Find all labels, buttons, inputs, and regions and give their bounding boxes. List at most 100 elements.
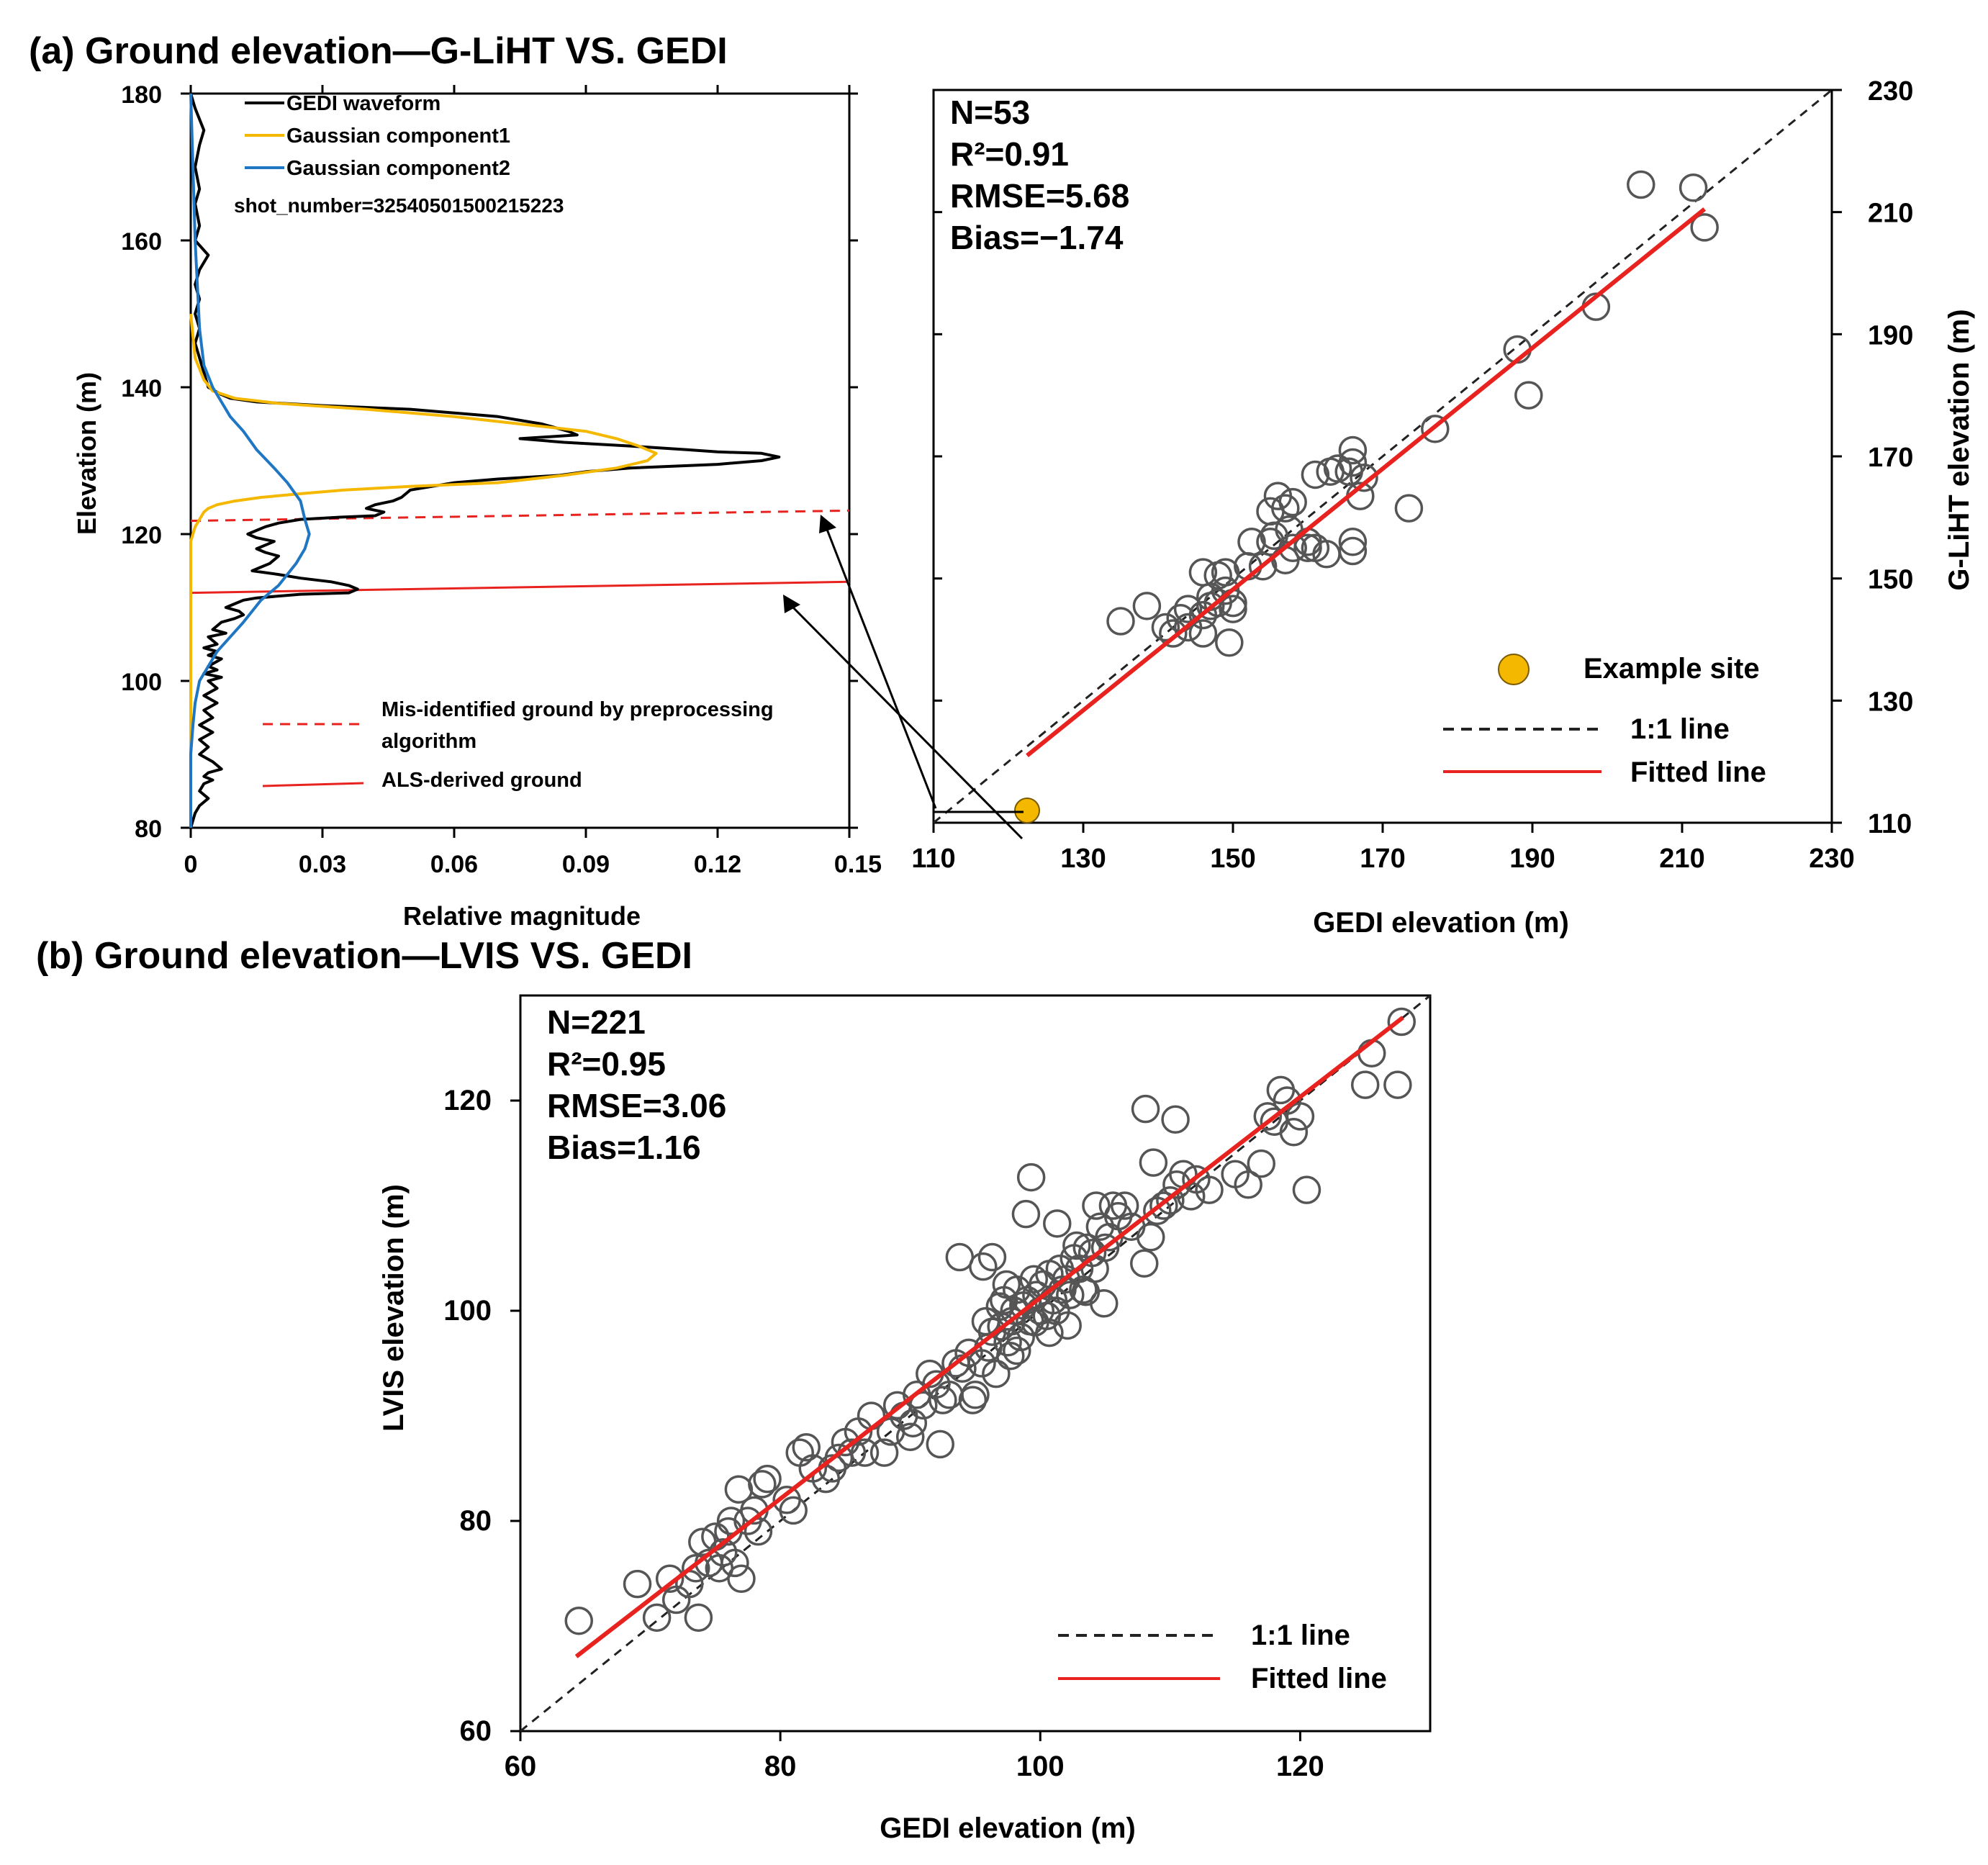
lvis-plot-frame [519, 994, 1432, 1733]
arrow-to-als-ground [787, 602, 1024, 840]
arrow-to-misidentified-ground [825, 527, 937, 809]
legend-label-misidentified: Mis-identified ground by preprocessing [381, 698, 774, 721]
g-liht-x-tick-label: 130 [1060, 844, 1106, 874]
scatter-point [748, 1470, 777, 1499]
waveform-x-tick-label: 0.12 [694, 851, 741, 878]
scatter-point [1278, 487, 1307, 517]
scatter-point [1137, 1223, 1165, 1252]
shot-number-annotation: shot_number=32540501500215223 [234, 194, 564, 217]
scatter-point [1293, 528, 1322, 556]
lvis-scatter-chart: (b) Ground elevation—LVIS VS. GEDI 60 80 1… [36, 935, 1432, 1844]
legend-label-2: Gaussian component1 [286, 125, 510, 148]
legend-label-1: GEDI waveform [286, 92, 440, 115]
scatter-point [1203, 561, 1232, 590]
legend-label-3: Gaussian component2 [286, 157, 510, 180]
lvis-y-tick-label: 80 [460, 1505, 492, 1537]
scatter-point [1062, 1231, 1091, 1260]
scatter-point [1248, 551, 1278, 581]
stat-label: RMSE=5.68 [950, 177, 1129, 215]
scatter-point [967, 1349, 996, 1378]
scatter-point [1627, 170, 1655, 199]
g-liht-scatter-legend: Example site 1:1 line Fitted line [1443, 653, 1766, 788]
waveform-y-tick-label: 100 [121, 669, 162, 696]
g-liht-scatter-marks [933, 89, 1833, 824]
scatter-point [1159, 619, 1188, 648]
stat-label: R²=0.95 [547, 1045, 666, 1083]
lvis-y-tick-label: 120 [443, 1085, 492, 1116]
g-liht-x-tick-label: 150 [1210, 844, 1255, 874]
waveform-x-axis-label: Relative magnitude [403, 901, 641, 931]
legend-example-site-marker [1498, 654, 1530, 685]
waveform-series [189, 93, 850, 828]
g-liht-y-tick-label: 230 [1868, 76, 1913, 107]
scatter-point [1350, 463, 1378, 492]
lvis-y-tick-label: 60 [460, 1715, 492, 1747]
scatter-point [869, 1438, 899, 1467]
scatter-point [1690, 213, 1719, 242]
g-liht-y-tick-label: 130 [1868, 687, 1913, 717]
g-liht-x-tick-label: 190 [1509, 844, 1555, 874]
scatter-point [1110, 1191, 1139, 1220]
g-liht-y-tick-label: 170 [1868, 443, 1913, 473]
scatter-point [1131, 1094, 1160, 1124]
waveform-axes: 0 0.03 0.06 0.09 0.12 0.15 80 100 120 140 160 180 [121, 81, 882, 878]
lvis-y-axis-label: LVIS elevation (m) [378, 1184, 410, 1432]
scatter-point [1219, 595, 1247, 623]
lvis-scatter-legend: 1:1 line Fitted line [1058, 1620, 1387, 1694]
scatter-point [1293, 533, 1322, 562]
connector-line [932, 806, 1024, 813]
scatter-point [1139, 1148, 1168, 1177]
g-liht-x-tick-label: 170 [1360, 844, 1405, 874]
gaussian-component2-line [189, 93, 311, 828]
lvis-x-axis-label: GEDI elevation (m) [880, 1812, 1136, 1844]
fitted-line [1026, 207, 1707, 758]
legend-one-to-one-label: 1:1 line [1630, 713, 1730, 745]
scatter-point [982, 1359, 1011, 1388]
scatter-point [716, 1507, 746, 1535]
g-liht-scatter-chart: 110 130 150 170 190 210 230 110 130 150 170 190 210 2… [783, 76, 1975, 939]
g-liht-scatter-stats: N=53 R²=0.91 RMSE=5.68 Bias=−1.74 [950, 94, 1129, 256]
lvis-x-tick-label: 60 [505, 1751, 537, 1782]
waveform-x-tick-label: 0 [184, 851, 198, 878]
scatter-point [1338, 435, 1368, 465]
scatter-point [977, 1242, 1007, 1272]
scatter-point [1077, 1238, 1107, 1268]
stat-label: Bias=−1.74 [950, 219, 1124, 256]
scatter-point [1260, 521, 1288, 551]
scatter-point [684, 1603, 713, 1633]
scatter-point [1271, 494, 1300, 523]
misidentified-ground-line [190, 509, 850, 523]
lvis-scatter-axes: 60 80 100 120 60 80 100 120 [443, 994, 1432, 1782]
stat-label: Bias=1.16 [547, 1129, 701, 1166]
scatter-point [1090, 1289, 1119, 1318]
scatter-point [655, 1564, 684, 1594]
waveform-x-tick-label: 0.15 [834, 851, 882, 878]
scatter-point [926, 1430, 954, 1459]
scatter-point [682, 1553, 710, 1583]
example-site-arrows [783, 515, 1024, 840]
scatter-point [961, 1381, 990, 1409]
scatter-point [850, 1438, 880, 1467]
stat-label: R²=0.91 [950, 135, 1069, 173]
g-liht-x-tick-label: 210 [1659, 844, 1704, 874]
waveform-chart: (a) Ground elevation—G-LiHT VS. GEDI 0 0.… [29, 30, 882, 931]
scatter-point [1247, 1149, 1276, 1178]
waveform-y-tick-label: 140 [121, 375, 162, 402]
scatter-point [945, 1242, 975, 1272]
g-liht-y-tick-label: 210 [1868, 199, 1913, 229]
scatter-point [992, 1270, 1021, 1299]
scatter-point [1286, 1102, 1315, 1131]
als-ground-line [190, 580, 850, 595]
scatter-point [929, 1386, 957, 1414]
scatter-point [753, 1464, 782, 1494]
scatter-point [1678, 173, 1708, 202]
legend-label-misidentified: algorithm [381, 730, 476, 753]
legend-fitted-label: Fitted line [1630, 757, 1766, 788]
scatter-point [1043, 1209, 1072, 1238]
g-liht-y-tick-label: 190 [1868, 320, 1913, 351]
scatter-point [785, 1438, 814, 1467]
scatter-point [1011, 1199, 1041, 1229]
scatter-point [895, 1422, 925, 1451]
scatter-point [1021, 1308, 1049, 1337]
